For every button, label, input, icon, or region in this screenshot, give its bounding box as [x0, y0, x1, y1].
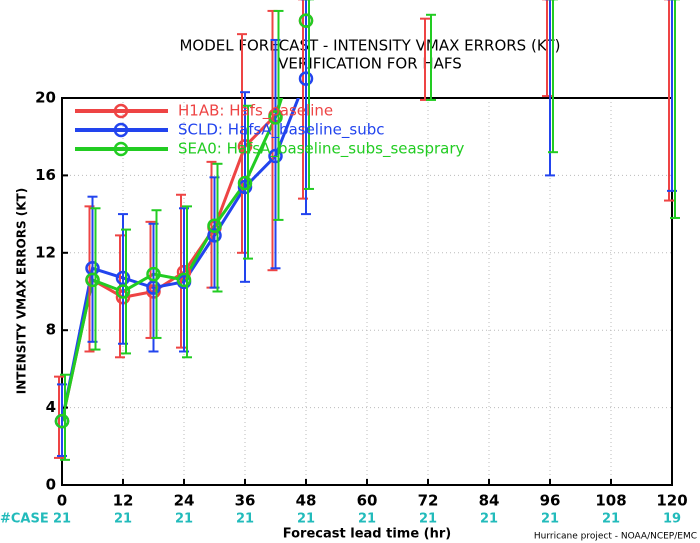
y-tick-label: 8 — [46, 321, 56, 339]
data-point — [146, 266, 161, 282]
legend-label: SCLD: HafsA_baseline_subc — [178, 121, 384, 140]
legend-marker — [113, 103, 129, 119]
data-point — [298, 71, 314, 86]
case-count: 21 — [297, 512, 315, 527]
x-tick-label: 120 — [656, 492, 687, 510]
error-bar — [426, 13, 436, 101]
data-point — [85, 272, 100, 288]
data-point — [207, 228, 222, 243]
error-bar — [90, 207, 101, 351]
data-point — [54, 413, 70, 429]
x-tick-label: 96 — [540, 492, 561, 510]
case-count: 21 — [53, 512, 71, 527]
y-tick-label: 20 — [35, 89, 56, 107]
error-bar — [273, 9, 284, 221]
error-bar — [212, 162, 223, 293]
error-bar — [121, 228, 131, 355]
data-point — [268, 110, 283, 125]
y-tick-label: 16 — [35, 166, 56, 184]
x-tick-label: 84 — [479, 492, 500, 510]
data-point — [146, 280, 161, 295]
error-bar — [548, 0, 558, 154]
x-tick-label: 12 — [113, 492, 134, 510]
case-count: 21 — [175, 512, 193, 527]
error-bar — [664, 0, 674, 202]
x-axis-label: Forecast lead time (hr) — [283, 527, 451, 542]
data-point — [115, 284, 131, 299]
chart-subtitle: VERIFICATION FOR HAFS — [278, 55, 462, 73]
x-tick-label: 108 — [595, 492, 626, 510]
chart-title: MODEL FORECAST - INTENSITY VMAX ERRORS (… — [179, 37, 560, 55]
error-bar — [151, 209, 162, 339]
footer: Hurricane project - NOAA/NCEP/EMC — [534, 532, 697, 542]
legend-label: SEA0: HafsA_baseline_subs_seasprary — [178, 140, 465, 159]
case-count: 21 — [358, 512, 376, 527]
case-count: 21 — [114, 512, 132, 527]
error-bar — [240, 91, 250, 283]
data-point — [237, 175, 253, 191]
error-bar — [243, 104, 253, 260]
y-tick-label: 0 — [46, 476, 56, 494]
y-tick-label: 12 — [35, 243, 56, 261]
case-label: #CASE — [0, 512, 49, 527]
legend-marker — [113, 122, 129, 138]
case-count: 21 — [236, 512, 254, 527]
case-count: 19 — [663, 512, 681, 527]
case-count: 21 — [480, 512, 498, 527]
y-axis-label: INTENSITY VMAX ERRORS (KT) — [15, 188, 29, 394]
data-point — [115, 270, 131, 286]
x-tick-label: 60 — [357, 492, 378, 510]
x-tick-label: 36 — [235, 492, 256, 510]
data-point — [207, 218, 222, 233]
legend-label: H1AB: Hafs_baseline — [178, 102, 333, 121]
y-tick-label: 4 — [46, 398, 56, 416]
error-bar — [182, 205, 192, 359]
data-point — [268, 148, 283, 164]
case-count: 21 — [602, 512, 620, 527]
case-count: 21 — [541, 512, 559, 527]
error-bar — [304, 0, 314, 190]
legend-marker — [113, 141, 129, 157]
error-bar — [670, 0, 680, 219]
x-tick-label: 0 — [57, 492, 67, 510]
data-point — [176, 272, 192, 288]
x-tick-label: 48 — [296, 492, 317, 510]
data-point — [298, 13, 314, 28]
error-bar — [545, 0, 555, 177]
case-count: 21 — [419, 512, 437, 527]
error-bar — [301, 0, 311, 216]
x-tick-label: 72 — [418, 492, 439, 510]
x-tick-label: 24 — [174, 492, 195, 510]
